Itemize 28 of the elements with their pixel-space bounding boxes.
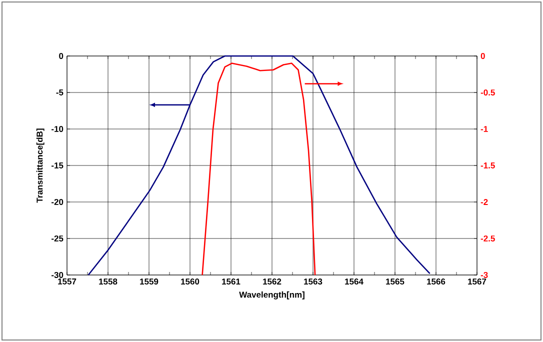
line-series xyxy=(202,62,316,276)
x-tick-label: 1557 xyxy=(58,278,76,284)
x-tick-label: 1565 xyxy=(386,278,404,285)
y2-tick-label: -0.5 xyxy=(480,89,495,96)
y2-tick-label: -1 xyxy=(480,126,488,132)
x-tick-label: 1559 xyxy=(140,278,158,285)
y-tick-label: -30 xyxy=(52,272,64,278)
x-tick-label: 1567 xyxy=(468,278,486,285)
x-tick-label: 1561 xyxy=(222,278,240,285)
y2-tick-label: 0 xyxy=(480,52,485,59)
y2-tick-label: -2.5 xyxy=(480,235,495,242)
y-tick-label: -10 xyxy=(52,126,64,132)
x-tick-label: 1562 xyxy=(263,278,282,285)
x-tick-label: 1566 xyxy=(427,278,446,285)
y-tick-label: -20 xyxy=(52,198,64,205)
x-axis-title: Wavelength[nm] xyxy=(239,291,304,300)
y2-tick-label: -1.5 xyxy=(480,162,495,168)
y-axis-title: Transmittance[dB] xyxy=(36,128,44,203)
y-tick-label: -25 xyxy=(52,235,64,242)
y-tick-label: -5 xyxy=(56,90,64,96)
x-tick-label: 1564 xyxy=(345,278,364,285)
y2-tick-label: -3 xyxy=(480,272,488,278)
y-tick-label: -15 xyxy=(52,162,64,168)
x-tick-label: 1563 xyxy=(304,278,322,285)
x-tick-label: 1558 xyxy=(99,278,118,285)
x-tick-label: 1560 xyxy=(181,278,200,285)
y-tick-label: 0 xyxy=(59,52,64,59)
y2-tick-label: -2 xyxy=(480,199,488,205)
